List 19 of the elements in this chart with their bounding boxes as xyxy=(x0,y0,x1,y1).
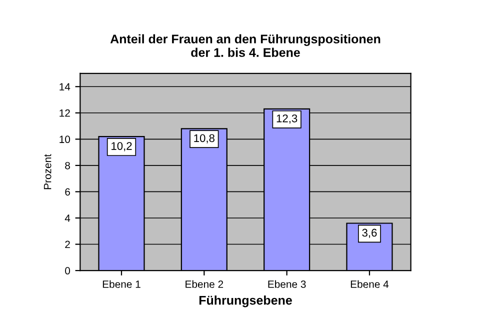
x-tick-label: Ebene 2 xyxy=(186,280,224,288)
y-tick-label: 0 xyxy=(65,267,70,274)
y-tick-label: 14 xyxy=(60,83,70,90)
chart-title: Anteil der Frauen an den Führungspositionen der 1. bis 4. Ebene xyxy=(110,34,380,57)
y-tick-label: 8 xyxy=(65,162,70,170)
x-tick-label: Ebene 4 xyxy=(350,280,389,288)
y-tick-label: 10 xyxy=(60,136,70,144)
data-label: 10,8 xyxy=(194,134,214,144)
y-tick-label: 6 xyxy=(65,188,70,196)
y-tick-label: 4 xyxy=(64,214,70,222)
data-label: 10,2 xyxy=(112,142,132,152)
data-label: 12,3 xyxy=(276,114,298,124)
x-tick-label: Ebene 3 xyxy=(268,280,306,288)
y-axis-title: Prozent xyxy=(44,154,52,190)
x-tick-label: Ebene 1 xyxy=(102,280,140,288)
y-tick-label: 2 xyxy=(65,240,70,248)
y-tick-label: 12 xyxy=(60,109,70,117)
data-label: 3,6 xyxy=(362,228,377,238)
x-axis-title: Führungsebene xyxy=(199,296,292,308)
